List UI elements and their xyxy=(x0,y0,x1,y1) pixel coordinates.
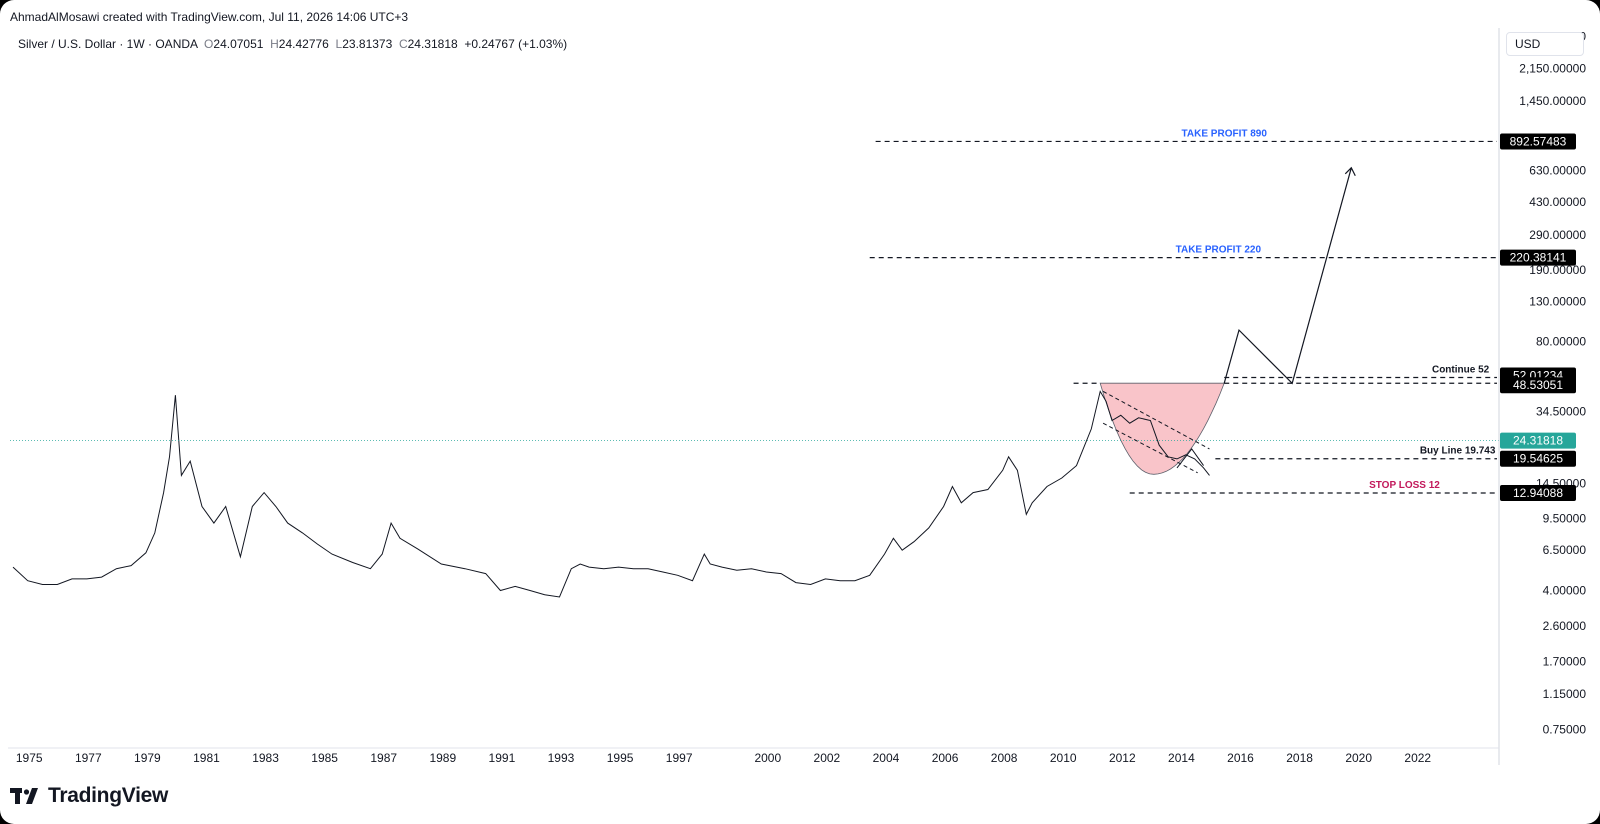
y-tick-label: 190.00000 xyxy=(1529,263,1586,277)
time-axis[interactable]: 1975 1977 1979 1981 1983 1985 1987 1989 1991 1993… xyxy=(16,751,1432,765)
take-profit-890-label: TAKE PROFIT 890 xyxy=(1182,128,1268,139)
y-tick-label: 1.70000 xyxy=(1543,655,1587,669)
x-tick-label: 2020 xyxy=(1345,751,1372,765)
x-tick-label: 2018 xyxy=(1286,751,1313,765)
y-tick-label: 1.15000 xyxy=(1543,687,1587,701)
badge-892: 892.57483 xyxy=(1510,134,1567,148)
badge-892-box xyxy=(1500,133,1576,150)
projection-path xyxy=(1223,167,1352,385)
symbol-title: Silver / U.S. Dollar · 1W · OANDA xyxy=(18,37,198,51)
x-tick-label: 1987 xyxy=(370,751,397,765)
price-series-line xyxy=(12,390,1210,598)
x-tick-label: 2012 xyxy=(1109,751,1136,765)
y-tick-label: 290.00000 xyxy=(1529,228,1586,242)
x-tick-label: 1993 xyxy=(548,751,575,765)
y-tick-label: 80.00000 xyxy=(1536,335,1586,349)
x-tick-label: 2004 xyxy=(873,751,900,765)
change-value: +0.24767 (+1.03%) xyxy=(464,37,568,51)
y-tick-label: 1,450.00000 xyxy=(1519,94,1586,108)
x-tick-label: 1995 xyxy=(607,751,634,765)
open-label: O xyxy=(204,37,214,51)
handle-pattern-shading xyxy=(1099,382,1225,475)
stop-loss-label: STOP LOSS 12 xyxy=(1369,480,1440,491)
badge-220-box xyxy=(1500,249,1576,266)
low-label: L xyxy=(335,37,343,51)
high-value: 24.42776 xyxy=(278,37,329,51)
x-tick-label: 1975 xyxy=(16,751,43,765)
low-value: 23.81373 xyxy=(342,37,393,51)
continue-52-label: Continue 52 xyxy=(1432,364,1490,375)
badge-12-box xyxy=(1500,484,1576,501)
y-tick-label: 0.75000 xyxy=(1543,722,1587,736)
y-tick-label: 6.50000 xyxy=(1543,543,1587,557)
x-tick-label: 1997 xyxy=(666,751,693,765)
x-tick-label: 1977 xyxy=(75,751,102,765)
x-tick-label: 1985 xyxy=(311,751,338,765)
x-tick-label: 1983 xyxy=(252,751,279,765)
x-tick-label: 1991 xyxy=(489,751,516,765)
badge-12: 12.94088 xyxy=(1513,486,1563,500)
brand-name: TradingView xyxy=(48,784,169,807)
y-tick-label: 430.00000 xyxy=(1529,195,1586,209)
y-tick-label: 2,150.00000 xyxy=(1519,61,1586,75)
x-tick-label: 2008 xyxy=(991,751,1018,765)
x-tick-label: 1979 xyxy=(134,751,161,765)
x-tick-label: 2016 xyxy=(1227,751,1254,765)
tradingview-logo-icon xyxy=(10,788,38,804)
y-tick-label: 630.00000 xyxy=(1529,163,1586,177)
x-tick-label: 2002 xyxy=(814,751,841,765)
badge-48: 48.53051 xyxy=(1513,378,1563,392)
y-tick-label: 9.50000 xyxy=(1543,512,1587,526)
x-tick-label: 2022 xyxy=(1404,751,1431,765)
open-value: 24.07051 xyxy=(213,37,264,51)
badge-19: 19.54625 xyxy=(1513,452,1563,466)
close-label: C xyxy=(398,37,408,51)
current-price-badge: 24.31818 xyxy=(1513,434,1563,448)
x-tick-label: 1981 xyxy=(193,751,220,765)
high-label: H xyxy=(270,37,279,51)
badge-48-box xyxy=(1500,377,1576,394)
x-tick-label: 2000 xyxy=(754,751,781,765)
y-tick-label: 34.50000 xyxy=(1536,405,1586,419)
projection-arrowhead xyxy=(1344,166,1356,177)
author-caption: AhmadAlMosawi created with TradingView.c… xyxy=(10,10,409,24)
badge-220: 220.38141 xyxy=(1510,251,1567,265)
close-value: 24.31818 xyxy=(407,37,458,51)
y-tick-label: 130.00000 xyxy=(1529,294,1586,308)
take-profit-220-label: TAKE PROFIT 220 xyxy=(1176,245,1262,256)
buy-line-label: Buy Line 19.743 xyxy=(1420,446,1496,457)
y-tick-label: 2.60000 xyxy=(1543,619,1587,633)
x-tick-label: 2010 xyxy=(1050,751,1077,765)
y-tick-label: 4.00000 xyxy=(1543,583,1587,597)
x-tick-label: 1989 xyxy=(429,751,456,765)
currency-selector[interactable]: USD xyxy=(1506,32,1584,56)
handle-channel-upper xyxy=(1102,390,1210,450)
current-price-badge-box xyxy=(1500,432,1576,449)
badge-19-box xyxy=(1500,450,1576,467)
symbol-legend: Silver / U.S. Dollar · 1W · OANDA O24.07… xyxy=(18,37,567,51)
x-tick-label: 2014 xyxy=(1168,751,1195,765)
tradingview-logo[interactable]: TradingView xyxy=(10,784,168,808)
x-tick-label: 2006 xyxy=(932,751,959,765)
handle-zigzag xyxy=(1176,448,1204,469)
handle-channel-lower xyxy=(1102,422,1198,474)
